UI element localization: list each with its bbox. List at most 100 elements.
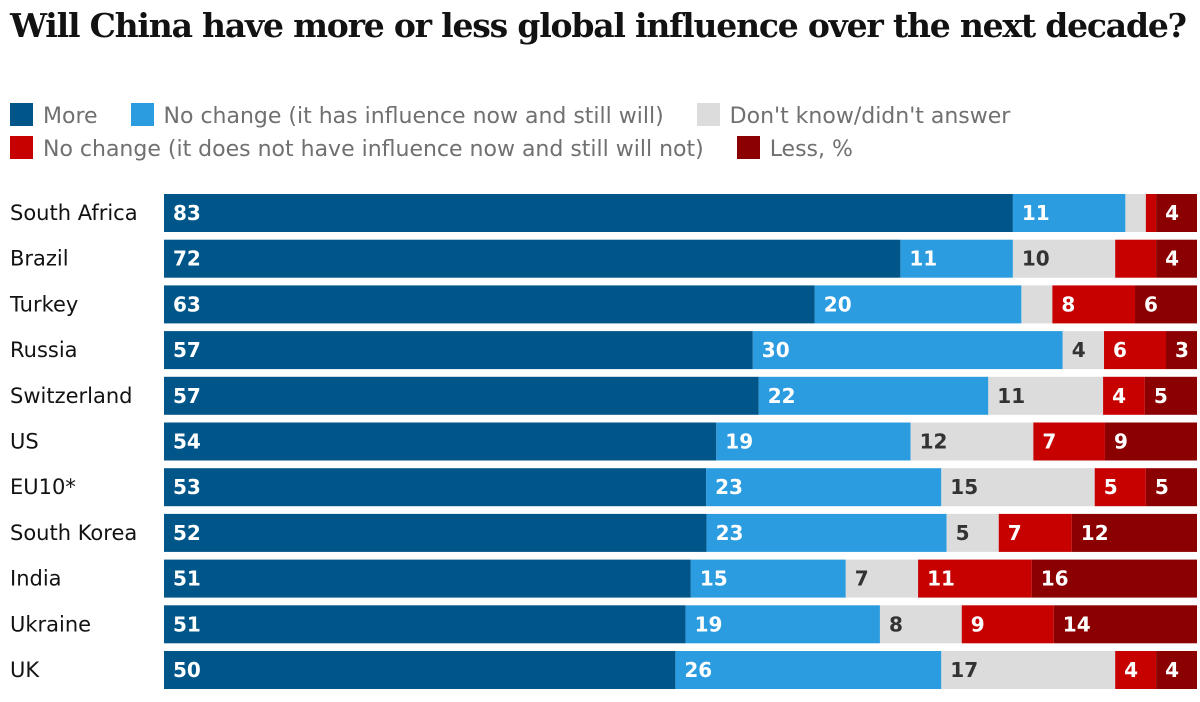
- bar-segment: [1145, 194, 1157, 232]
- data-label: 7: [1008, 521, 1022, 545]
- bar-segment: [1115, 651, 1157, 689]
- bar-segment: [1053, 605, 1197, 644]
- data-label: 83: [173, 201, 201, 225]
- data-label: 19: [695, 612, 723, 636]
- legend-swatch-dont-know: [696, 103, 720, 126]
- data-label: 4: [1112, 384, 1126, 408]
- legend-label-more: More: [43, 104, 98, 129]
- bar-segment: [941, 468, 1095, 507]
- legend-label-no-change-has: No change (it has influence now and stil…: [163, 104, 664, 129]
- bar-segment: [1031, 559, 1197, 598]
- bar-segment: [918, 559, 1032, 598]
- chart-title: Will China have more or less global infl…: [10, 6, 1187, 45]
- data-label: 51: [173, 612, 201, 636]
- bar-segment: [758, 376, 989, 415]
- data-label: 11: [1022, 201, 1050, 225]
- data-label: 11: [909, 247, 937, 271]
- data-label: 11: [997, 384, 1025, 408]
- bar-segment: [164, 513, 707, 552]
- data-label: 10: [1022, 247, 1050, 271]
- data-label: 7: [855, 567, 869, 591]
- data-label: 16: [1041, 567, 1069, 591]
- data-label: 23: [715, 475, 743, 499]
- bar-segment: [716, 422, 911, 461]
- data-label: 11: [927, 567, 955, 591]
- bar-segment: [1135, 285, 1197, 324]
- legend-item-no-change-has: No change (it has influence now and stil…: [130, 100, 664, 133]
- bar-segment: [164, 422, 717, 461]
- bar-segment: [164, 285, 815, 324]
- data-label: 72: [173, 247, 201, 271]
- legend-swatch-more: [10, 103, 33, 126]
- bar-segment: [164, 651, 676, 689]
- legend: More No change (it has influence now and…: [10, 100, 1195, 166]
- data-label: 22: [768, 384, 796, 408]
- category-label: Switzerland: [10, 384, 133, 408]
- bar-segment: [1094, 468, 1146, 507]
- data-label: 8: [889, 612, 903, 636]
- bar-segment: [1115, 239, 1157, 278]
- legend-label-dont-know: Don't know/didn't answer: [729, 104, 1011, 129]
- bar-segment: [900, 239, 1013, 278]
- data-label: 4: [1165, 201, 1179, 225]
- bar-segment: [164, 468, 707, 507]
- bar-segment: [845, 559, 919, 598]
- data-label: 51: [173, 567, 201, 591]
- bar-segment: [1052, 285, 1136, 324]
- legend-label-no-change-not: No change (it does not have influence no…: [43, 137, 704, 162]
- data-label: 63: [173, 292, 201, 316]
- data-label: 30: [762, 338, 790, 362]
- bar-segment: [1125, 194, 1146, 232]
- data-label: 53: [173, 475, 201, 499]
- data-label: 9: [971, 612, 985, 636]
- bar-segment: [879, 605, 962, 644]
- bar-segment: [1145, 468, 1197, 507]
- legend-swatch-less: [736, 136, 760, 159]
- data-label: 4: [1072, 338, 1086, 362]
- bar-segment: [988, 376, 1104, 415]
- bar-segment: [1103, 376, 1145, 415]
- bar-segment: [1104, 331, 1167, 370]
- data-label: 57: [173, 338, 201, 362]
- bar-segment: [1021, 285, 1053, 324]
- category-label: Russia: [10, 338, 78, 362]
- bar-segment: [675, 651, 942, 689]
- category-label: EU10*: [10, 475, 76, 499]
- bar-segment: [1012, 194, 1126, 232]
- bar-segment: [164, 605, 686, 644]
- legend-item-more: More: [10, 100, 98, 133]
- data-label: 17: [950, 658, 978, 682]
- bar-segment: [164, 239, 901, 278]
- category-label: Ukraine: [10, 612, 91, 636]
- bar-segment: [961, 605, 1054, 644]
- data-label: 9: [1114, 430, 1128, 454]
- legend-item-dont-know: Don't know/didn't answer: [696, 100, 1011, 133]
- data-label: 4: [1165, 247, 1179, 271]
- data-label: 3: [1175, 338, 1189, 362]
- bar-segment: [685, 605, 880, 644]
- category-label: South Africa: [10, 201, 138, 225]
- bar-segment: [164, 331, 753, 370]
- bar-segment: [706, 468, 942, 507]
- data-label: 14: [1063, 612, 1091, 636]
- data-label: 19: [725, 430, 753, 454]
- data-label: 12: [920, 430, 948, 454]
- data-label: 26: [684, 658, 712, 682]
- category-label: Brazil: [10, 247, 69, 271]
- data-label: 20: [824, 292, 852, 316]
- legend-item-no-change-not: No change (it does not have influence no…: [10, 133, 704, 166]
- data-label: 52: [173, 521, 201, 545]
- data-label: 15: [950, 475, 978, 499]
- bar-segment: [1144, 376, 1197, 415]
- bar-segment: [1156, 194, 1197, 232]
- bar-segment: [1156, 651, 1197, 689]
- bar-segment: [690, 559, 846, 598]
- category-label: South Korea: [10, 521, 137, 545]
- bar-segment: [998, 513, 1072, 552]
- category-label: US: [10, 430, 39, 454]
- bar-segment: [706, 513, 947, 552]
- bar-segment: [1156, 239, 1197, 278]
- data-label: 5: [1154, 384, 1168, 408]
- legend-label-less: Less, %: [769, 137, 853, 162]
- bar-segment: [1071, 513, 1197, 552]
